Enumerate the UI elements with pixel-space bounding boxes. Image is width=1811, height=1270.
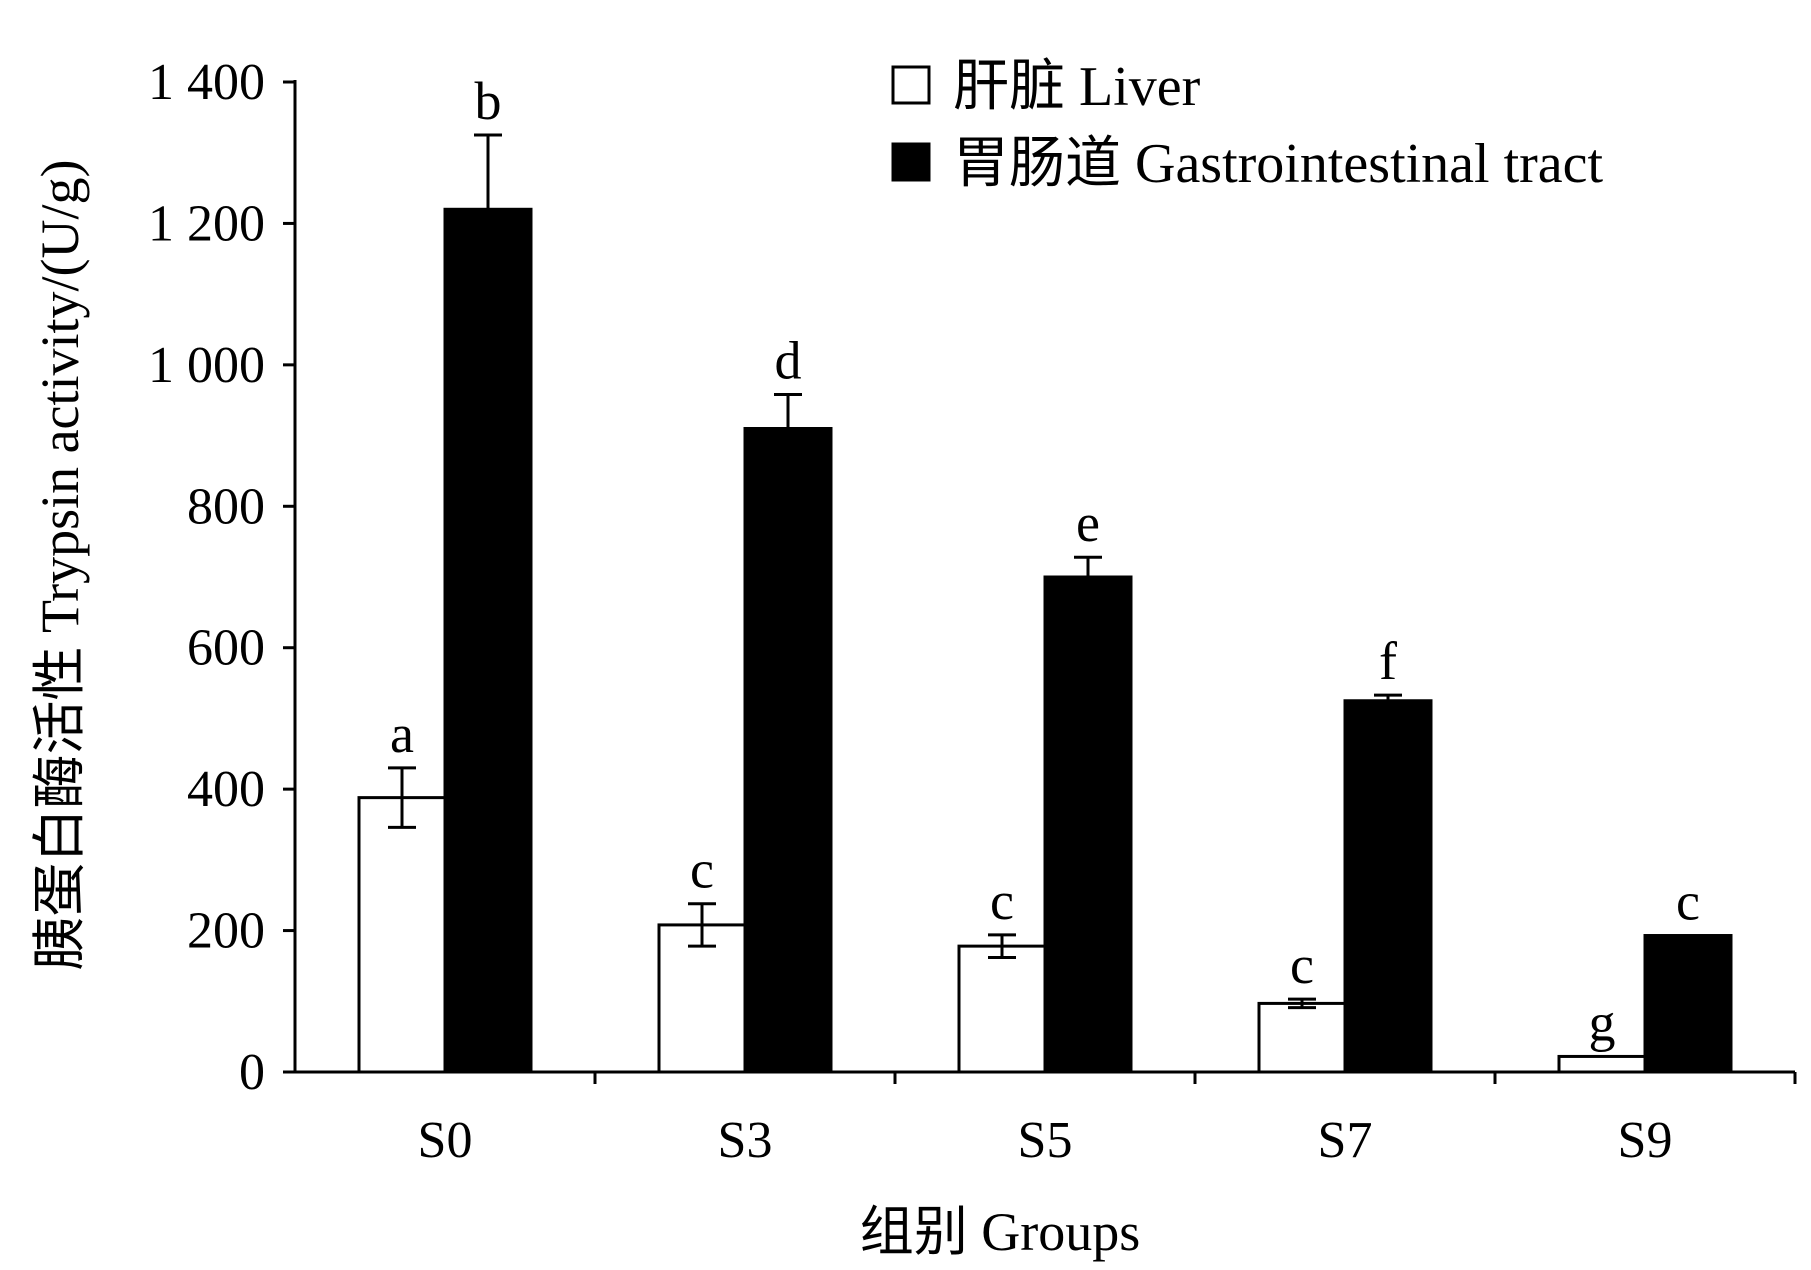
y-tick-label: 1 200 xyxy=(148,195,265,252)
significance-letter: c xyxy=(1676,872,1700,932)
bar-gi-tract-s0 xyxy=(443,207,533,1074)
legend-label-gi-tract: 胃肠道 Gastrointestinal tract xyxy=(953,133,1604,195)
bar-gi-tract-s9 xyxy=(1643,934,1733,1074)
significance-letter: c xyxy=(690,840,714,900)
significance-letter: d xyxy=(775,331,802,391)
legend-label-liver: 肝脏 Liver xyxy=(953,56,1201,118)
legend-swatch-liver xyxy=(891,65,931,105)
y-tick-label: 1 000 xyxy=(148,337,265,394)
y-tick-label: 800 xyxy=(187,478,265,535)
x-tick-label: S0 xyxy=(418,1112,473,1169)
y-tick-label: 600 xyxy=(187,620,265,677)
bar-liver-s0 xyxy=(357,796,447,1074)
legend: 肝脏 Liver 胃肠道 Gastrointestinal tract xyxy=(891,56,1604,195)
significance-letter: e xyxy=(1076,493,1100,553)
significance-letter: a xyxy=(390,704,414,764)
bar-liver-s9 xyxy=(1557,1054,1647,1074)
significance-letter: g xyxy=(1589,992,1616,1052)
x-tick-label: S9 xyxy=(1618,1112,1673,1169)
bar-gi-tract-s3 xyxy=(743,427,833,1074)
bar-liver-s3 xyxy=(657,923,747,1074)
significance-letter: c xyxy=(990,871,1014,931)
x-axis-title: 组别 Groups xyxy=(860,1202,1141,1262)
bar-liver-s7 xyxy=(1257,1001,1347,1074)
y-tick-label: 200 xyxy=(187,903,265,960)
y-axis-title: 胰蛋白酶活性 Trypsin activity/(U/g) xyxy=(30,159,90,970)
significance-letter: b xyxy=(475,71,502,131)
axes: 0 200 400 600 800 1 000 1 200 1 400 S0 S3 S5 S7 S9 xyxy=(148,54,1797,1169)
legend-swatch-gi-tract xyxy=(891,142,931,182)
significance-letter: f xyxy=(1379,631,1397,691)
bars xyxy=(357,133,1733,1074)
x-tick-label: S3 xyxy=(718,1112,773,1169)
significance-letter: c xyxy=(1290,935,1314,995)
y-tick-label: 0 xyxy=(239,1044,265,1101)
bar-gi-tract-s5 xyxy=(1043,575,1133,1074)
y-tick-label: 1 400 xyxy=(148,54,265,111)
bar-gi-tract-s7 xyxy=(1343,699,1433,1074)
x-tick-label: S5 xyxy=(1018,1112,1073,1169)
x-tick-label: S7 xyxy=(1318,1112,1373,1169)
bar-liver-s5 xyxy=(957,944,1047,1074)
y-tick-label: 400 xyxy=(187,761,265,818)
